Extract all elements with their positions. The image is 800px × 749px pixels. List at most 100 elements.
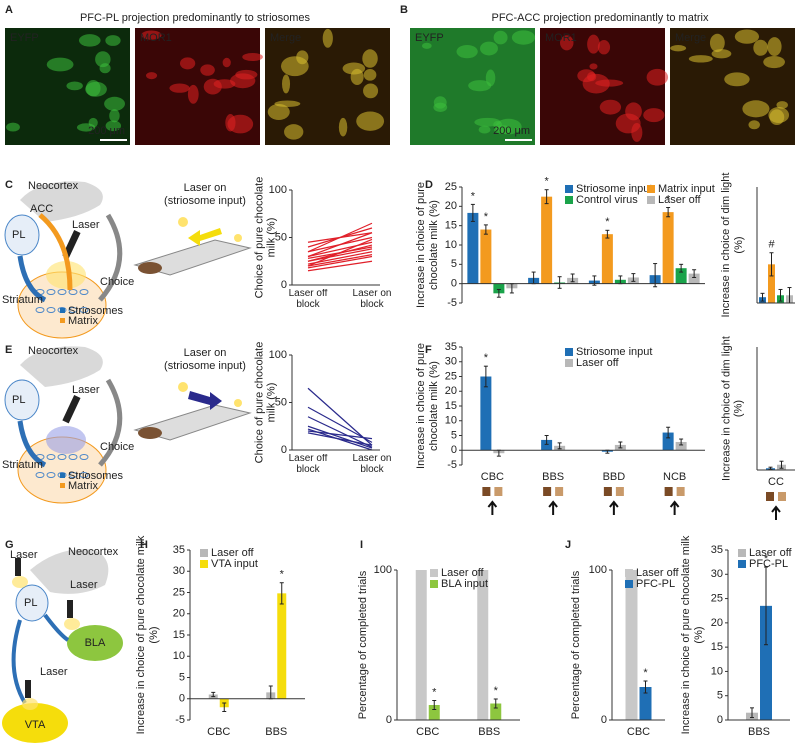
image-blob xyxy=(769,109,785,125)
legend-swatch xyxy=(647,196,655,204)
stim-label: Laser on (striosome input) xyxy=(164,182,246,207)
image-label: Merge xyxy=(675,32,706,44)
laser-label: Laser xyxy=(70,579,98,591)
y-tick-label: 50 xyxy=(275,231,287,243)
bar xyxy=(541,196,553,284)
y-axis-label: Increase in choice of pure chocolate mil… xyxy=(680,535,705,735)
legend-swatch xyxy=(565,359,573,367)
y-axis-label: Increase in choice of dim light (%) xyxy=(720,172,745,318)
y-tick-label: 5 xyxy=(179,671,185,683)
x-tick-label: BBS xyxy=(265,726,287,738)
image-blob xyxy=(776,101,788,109)
data-line xyxy=(307,387,373,446)
image-blob xyxy=(76,123,96,132)
micrograph xyxy=(410,28,536,145)
bar xyxy=(428,705,440,720)
pl-label: PL xyxy=(24,597,37,609)
laser-beam xyxy=(46,261,86,289)
bar xyxy=(662,432,674,451)
striosome xyxy=(79,307,89,313)
cup-icon xyxy=(615,487,624,496)
image-blob xyxy=(284,124,304,140)
data-line xyxy=(307,432,373,446)
error-bar xyxy=(483,224,488,235)
image-blob xyxy=(724,72,750,87)
panel-letter: F xyxy=(425,344,432,356)
data-line xyxy=(307,416,373,448)
projection-arrow xyxy=(38,213,73,291)
significance-label: * xyxy=(471,190,476,202)
panel-letter: B xyxy=(400,4,408,16)
image-blob xyxy=(235,69,258,80)
bar xyxy=(277,593,287,699)
legend-swatch xyxy=(60,318,65,323)
striosome xyxy=(46,472,56,478)
y-tick-label: 0 xyxy=(717,714,723,726)
error-bar xyxy=(222,702,227,712)
lamp xyxy=(234,234,242,242)
y-tick-label: 30 xyxy=(711,568,723,580)
image-blob xyxy=(363,83,379,99)
image-blob xyxy=(688,55,713,63)
error-bar xyxy=(432,700,437,710)
vta-label: VTA xyxy=(25,719,46,731)
mouse xyxy=(138,427,162,439)
legend-label: Laser off xyxy=(211,547,255,559)
striosome xyxy=(79,454,89,460)
y-tick-label: 0 xyxy=(601,714,607,726)
choice-arrow xyxy=(669,500,680,515)
data-line xyxy=(307,260,373,272)
legend-label: Laser off xyxy=(749,547,793,559)
y-tick-label: 25 xyxy=(445,181,457,193)
y-axis-label: Increase in choice of pure chocolate mil… xyxy=(135,535,160,735)
error-bar xyxy=(764,566,768,646)
y-tick-label: 35 xyxy=(445,341,457,353)
y-axis-label-box: Increase in choice of pure chocolate mil… xyxy=(680,535,705,735)
x-tick-label: Laser off block xyxy=(288,289,328,310)
y-tick-label: 35 xyxy=(173,544,185,556)
legend-label: Laser off xyxy=(576,357,620,369)
legend-label: Laser off xyxy=(658,194,702,206)
y-tick-label: 50 xyxy=(275,396,287,408)
legend-swatch xyxy=(60,473,65,478)
y-tick-label: 20 xyxy=(711,617,723,629)
y-tick-label: 25 xyxy=(711,592,723,604)
image-blob xyxy=(763,56,785,69)
error-bar xyxy=(211,691,216,698)
image-blob xyxy=(99,63,111,74)
neocortex-shape xyxy=(30,549,109,594)
striosome xyxy=(68,289,78,295)
error-bar xyxy=(760,292,765,302)
significance-label: * xyxy=(544,176,549,188)
image-blob xyxy=(646,68,669,86)
striosome xyxy=(46,289,56,295)
data-line xyxy=(307,248,373,262)
image-blob xyxy=(742,100,770,118)
choice-label: Choice xyxy=(100,441,134,453)
image-blob xyxy=(6,122,20,132)
laser-fiber xyxy=(15,558,21,576)
error-bar xyxy=(483,365,488,388)
y-tick-label: -5 xyxy=(447,297,457,309)
image-blob xyxy=(615,113,641,134)
image-blob xyxy=(493,30,508,45)
y-tick-label: 35 xyxy=(711,544,723,556)
y-axis-label-box: Choice of pure chocolate milk (%) xyxy=(253,177,278,299)
y-axis-label: Percentage of completed trials xyxy=(357,570,369,720)
legend-label: PFC-PL xyxy=(749,558,788,570)
image-blob xyxy=(599,99,622,115)
scale-bar-label: 200 μm xyxy=(88,125,125,137)
micrograph xyxy=(670,28,795,145)
x-tick-label: CBC xyxy=(627,726,650,738)
legend-swatch xyxy=(565,196,573,204)
legend-label: Striosome input xyxy=(576,346,652,358)
legend-label: Matrix xyxy=(68,315,98,327)
pl-label: PL xyxy=(12,229,25,241)
image-blob xyxy=(187,84,199,104)
striosome xyxy=(57,454,67,460)
legend-swatch xyxy=(60,483,65,488)
image-label: EYFP xyxy=(10,32,39,44)
bar xyxy=(490,703,502,720)
neocortex-shape xyxy=(20,346,103,387)
